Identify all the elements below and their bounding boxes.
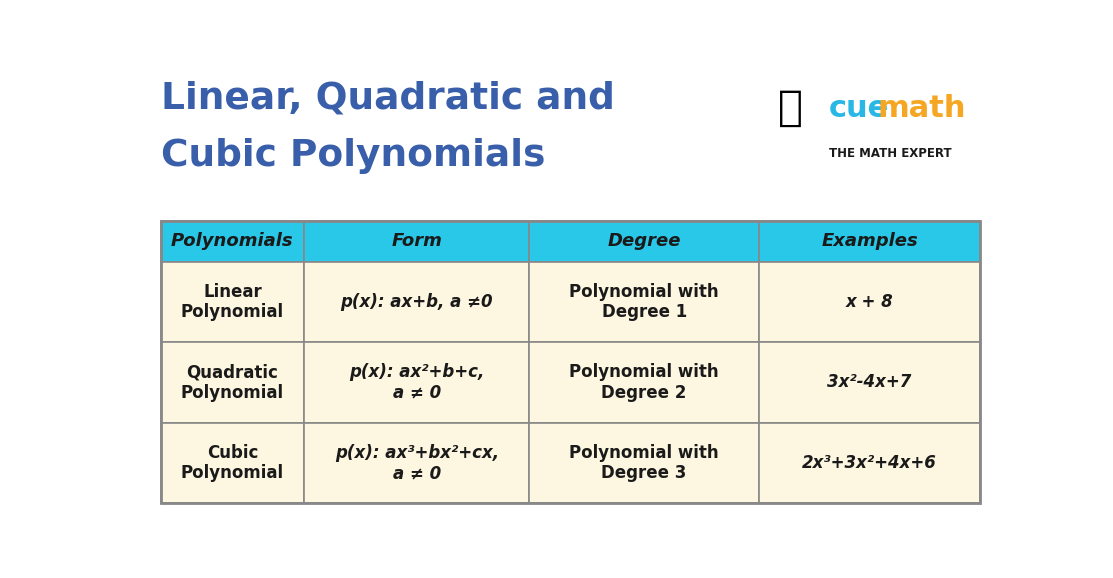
Text: Cubic Polynomials: Cubic Polynomials [160, 138, 545, 175]
Text: Quadratic
Polynomial: Quadratic Polynomial [180, 363, 284, 402]
Bar [759, 423, 981, 503]
Bar [530, 342, 759, 423]
Text: cue: cue [829, 94, 889, 123]
Bar [530, 221, 759, 262]
Bar [304, 262, 530, 342]
Bar [759, 262, 981, 342]
Text: 2x³+3x²+4x+6: 2x³+3x²+4x+6 [802, 454, 937, 472]
Text: x + 8: x + 8 [846, 293, 894, 311]
Text: 3x²-4x+7: 3x²-4x+7 [827, 373, 912, 391]
Text: Linear, Quadratic and: Linear, Quadratic and [160, 80, 614, 117]
Text: p(x): ax³+bx²+cx,
a ≠ 0: p(x): ax³+bx²+cx, a ≠ 0 [335, 444, 499, 483]
Text: Cubic
Polynomial: Cubic Polynomial [180, 444, 284, 483]
Text: Degree: Degree [608, 232, 681, 250]
Bar [530, 423, 759, 503]
Bar [304, 423, 530, 503]
Text: THE MATH EXPERT: THE MATH EXPERT [829, 147, 952, 160]
Bar [160, 342, 304, 423]
Text: Examples: Examples [821, 232, 918, 250]
Text: p(x): ax+b, a ≠0: p(x): ax+b, a ≠0 [341, 293, 493, 311]
Text: Polynomials: Polynomials [171, 232, 294, 250]
Text: Linear
Polynomial: Linear Polynomial [180, 283, 284, 321]
Text: Form: Form [392, 232, 442, 250]
Text: Polynomial with
Degree 3: Polynomial with Degree 3 [570, 444, 719, 483]
Text: Polynomial with
Degree 2: Polynomial with Degree 2 [570, 363, 719, 402]
Bar [759, 221, 981, 262]
Bar [530, 262, 759, 342]
Bar [160, 221, 981, 503]
Bar [160, 262, 304, 342]
Bar [759, 342, 981, 423]
Bar [160, 423, 304, 503]
Text: 🚀: 🚀 [778, 87, 802, 129]
Bar [304, 342, 530, 423]
Text: Polynomial with
Degree 1: Polynomial with Degree 1 [570, 283, 719, 321]
Bar [304, 221, 530, 262]
Text: math: math [877, 94, 966, 123]
Bar [160, 221, 304, 262]
Text: p(x): ax²+b+c,
a ≠ 0: p(x): ax²+b+c, a ≠ 0 [349, 363, 484, 402]
